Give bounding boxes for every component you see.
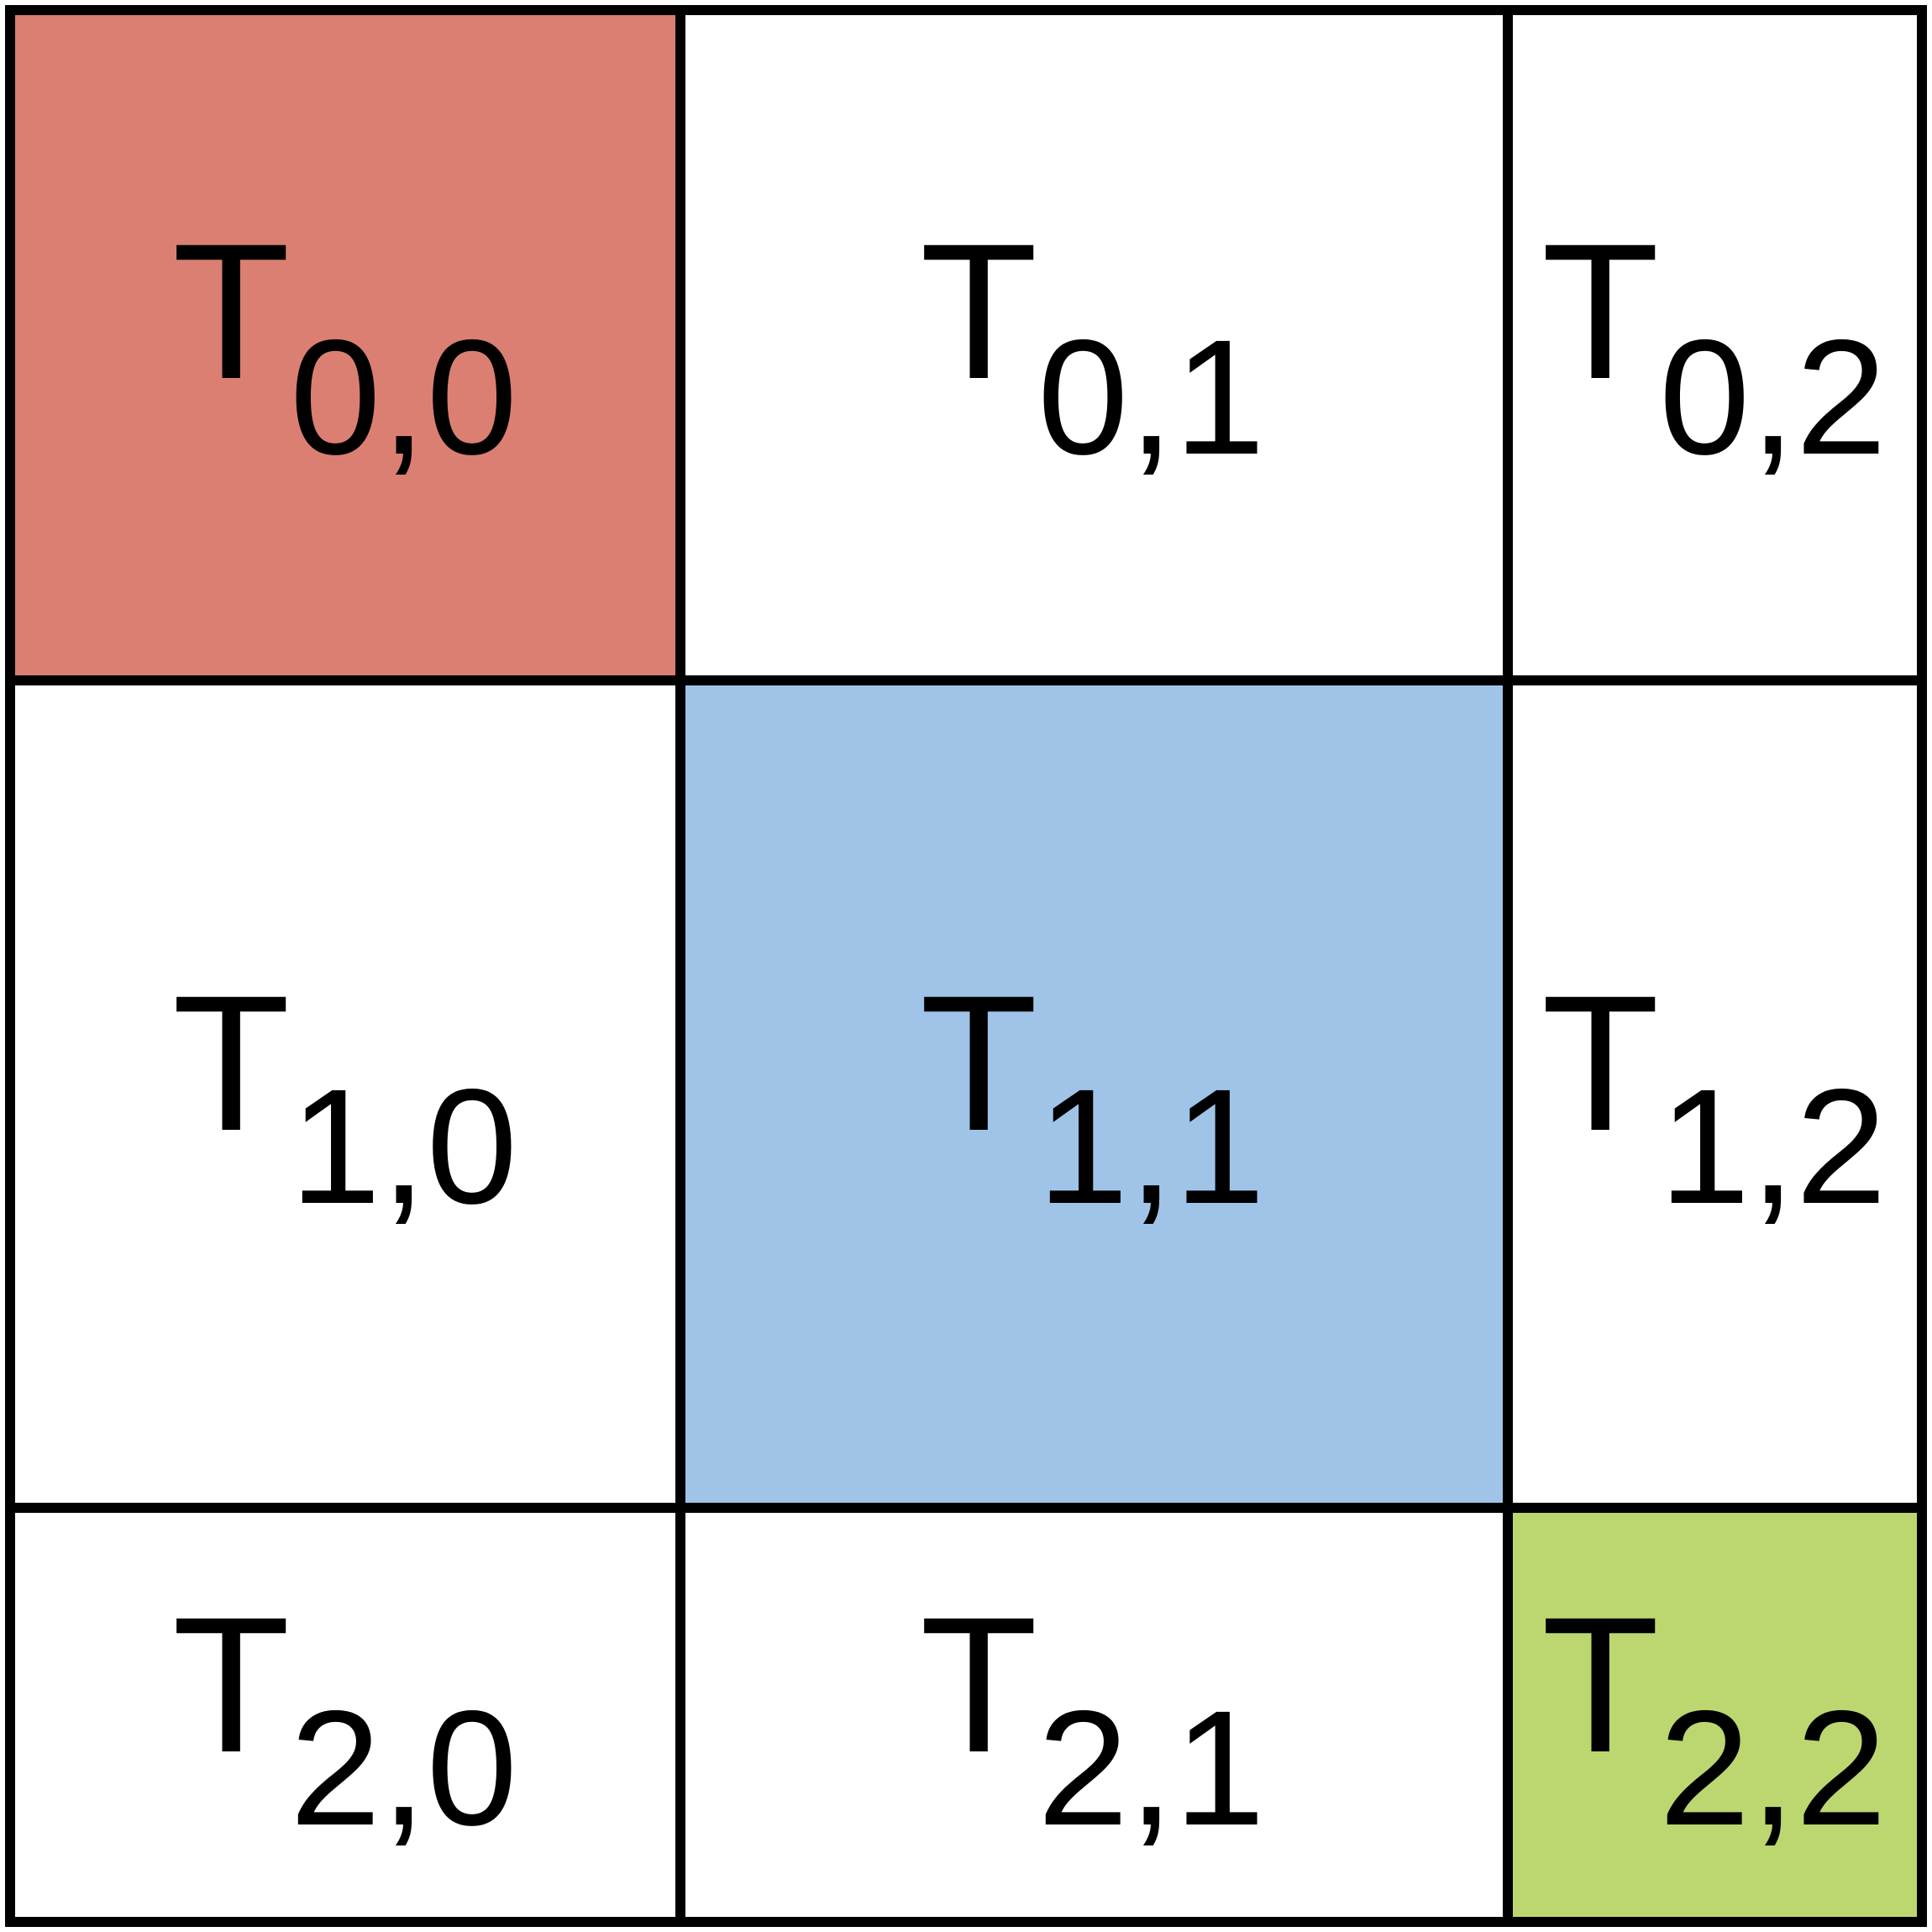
grid-lines [5,5,1927,1927]
tile-letter: T [172,1577,291,1793]
tile-subscript: 0,2 [1659,306,1887,489]
cell-labels: T0,0 T0,1 T0,2T1,0 T1,1 T1,2T2,0 T2,1 T2,2 [172,203,1887,1860]
cell-1-0 [10,680,680,1508]
tile-letter: T [920,1577,1038,1793]
tile-subscript: 0,0 [290,306,517,489]
cell-2-1 [680,1508,1508,1922]
cell-label-1-2: T1,2 [1541,955,1887,1238]
tile-letter: T [172,203,291,419]
tile-letter: T [1541,203,1660,419]
cell-label-0-0: T0,0 [172,203,517,489]
cell-label-0-1: T0,1 [920,203,1265,489]
tile-letter: T [172,955,291,1171]
cell-label-2-1: T2,1 [920,1577,1265,1860]
tile-letter: T [920,955,1038,1171]
cell-fills [10,10,1922,1922]
tile-subscript: 2,1 [1037,1677,1265,1860]
tile-letter: T [920,203,1038,419]
tile-letter: T [1541,1577,1660,1793]
cell-label-2-0: T2,0 [172,1577,517,1860]
cell-0-0 [10,10,680,680]
cell-label-2-2: T2,2 [1541,1577,1887,1860]
cell-1-1 [680,680,1508,1508]
tile-subscript: 2,2 [1659,1677,1887,1860]
cell-1-2 [1508,680,1922,1508]
cell-2-0 [10,1508,680,1922]
tile-letter: T [1541,955,1660,1171]
cell-0-1 [680,10,1508,680]
cell-label-1-1: T1,1 [920,955,1265,1238]
cell-2-2 [1508,1508,1922,1922]
cell-label-0-2: T0,2 [1541,203,1887,489]
cell-0-2 [1508,10,1922,680]
tile-subscript: 1,0 [290,1055,517,1238]
cell-label-1-0: T1,0 [172,955,517,1238]
tile-subscript: 1,2 [1659,1055,1887,1238]
tile-subscript: 2,0 [290,1677,517,1860]
tile-subscript: 0,1 [1037,306,1265,489]
tile-subscript: 1,1 [1037,1055,1265,1238]
